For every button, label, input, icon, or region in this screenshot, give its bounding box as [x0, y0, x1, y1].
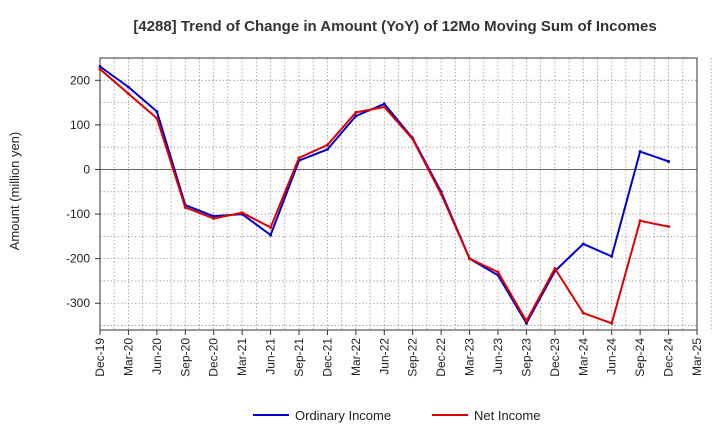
net-income-point — [610, 321, 614, 325]
x-tick-label: Sep-24 — [633, 338, 647, 377]
net-income-point — [524, 319, 528, 323]
legend-label-net-income: Net Income — [474, 408, 540, 423]
net-income-point — [439, 192, 443, 196]
legend-label-ordinary-income: Ordinary Income — [295, 408, 391, 423]
net-income-point — [638, 219, 642, 223]
ordinary-income-point — [382, 102, 386, 106]
ordinary-income-point — [269, 233, 273, 237]
legend: Ordinary Income Net Income — [253, 408, 540, 423]
plot-frame — [99, 57, 698, 331]
net-income-point — [667, 225, 671, 229]
ordinary-income-point — [581, 242, 585, 246]
net-income-point — [126, 92, 130, 96]
x-tick-label: Dec-19 — [93, 338, 107, 377]
net-income-point — [240, 211, 244, 215]
net-income-point — [496, 270, 500, 274]
ordinary-income-point — [610, 254, 614, 258]
x-tick-label: Dec-20 — [207, 338, 221, 377]
net-income-point — [212, 217, 216, 221]
ordinary-income-point — [155, 110, 159, 114]
y-tick-label: 200 — [70, 73, 90, 87]
x-tick-label: Dec-23 — [548, 338, 562, 377]
ordinary-income-point — [524, 321, 528, 325]
net-income-point — [269, 225, 273, 229]
x-tick-label: Sep-20 — [178, 338, 192, 377]
x-tick-label: Mar-25 — [690, 338, 704, 376]
ordinary-income-point — [126, 85, 130, 89]
x-tick-label: Mar-20 — [121, 338, 135, 376]
net-income-point — [297, 156, 301, 160]
x-tick-label: Mar-23 — [463, 338, 477, 376]
x-tick-label: Dec-22 — [434, 338, 448, 377]
x-tick-label: Sep-23 — [519, 338, 533, 377]
net-income-point — [382, 105, 386, 109]
net-income-point — [468, 257, 472, 261]
x-tick-label: Jun-20 — [150, 338, 164, 375]
net-income-point — [581, 311, 585, 315]
net-income-point — [553, 266, 557, 270]
x-tick-label: Jun-24 — [605, 338, 619, 375]
ordinary-income-point — [212, 214, 216, 218]
net-income-point — [354, 110, 358, 114]
net-income-point — [98, 67, 102, 71]
y-tick-label: -100 — [66, 207, 90, 221]
y-axis-title: Amount (million yen) — [7, 132, 22, 251]
ordinary-income-point — [638, 150, 642, 154]
x-tick-label: Mar-21 — [235, 338, 249, 376]
y-tick-label: -200 — [66, 252, 90, 266]
ordinary-income-point — [325, 147, 329, 151]
y-tick-label: 0 — [83, 162, 90, 176]
x-tick-label: Mar-24 — [576, 338, 590, 376]
x-tick-label: Jun-22 — [377, 338, 391, 375]
y-tick-label: -300 — [66, 296, 90, 310]
plot-area — [100, 58, 697, 330]
axis-layer: 200 100 0 -100 -200 -300 Dec-19 Mar-20 Jun-20 Sep… — [66, 57, 704, 377]
ordinary-income-point — [667, 159, 671, 163]
x-tick-label: Mar-22 — [349, 338, 363, 376]
x-tick-label: Dec-21 — [320, 338, 334, 377]
chart-title: [4288] Trend of Change in Amount (YoY) o… — [133, 18, 656, 35]
net-income-point — [411, 137, 415, 141]
ordinary-income-point — [354, 114, 358, 118]
x-tick-label: Sep-22 — [406, 338, 420, 377]
net-income-point — [183, 205, 187, 209]
ordinary-income-point — [98, 64, 102, 68]
x-tick-label: Jun-23 — [491, 338, 505, 375]
series-layer — [98, 64, 671, 325]
net-income-point — [325, 143, 329, 147]
y-tick-label: 100 — [70, 118, 90, 132]
net-income-point — [155, 116, 159, 120]
x-tick-label: Jun-21 — [264, 338, 278, 375]
x-tick-label: Sep-21 — [292, 338, 306, 377]
x-tick-label: Dec-24 — [662, 338, 676, 377]
grid-layer — [99, 57, 712, 330]
